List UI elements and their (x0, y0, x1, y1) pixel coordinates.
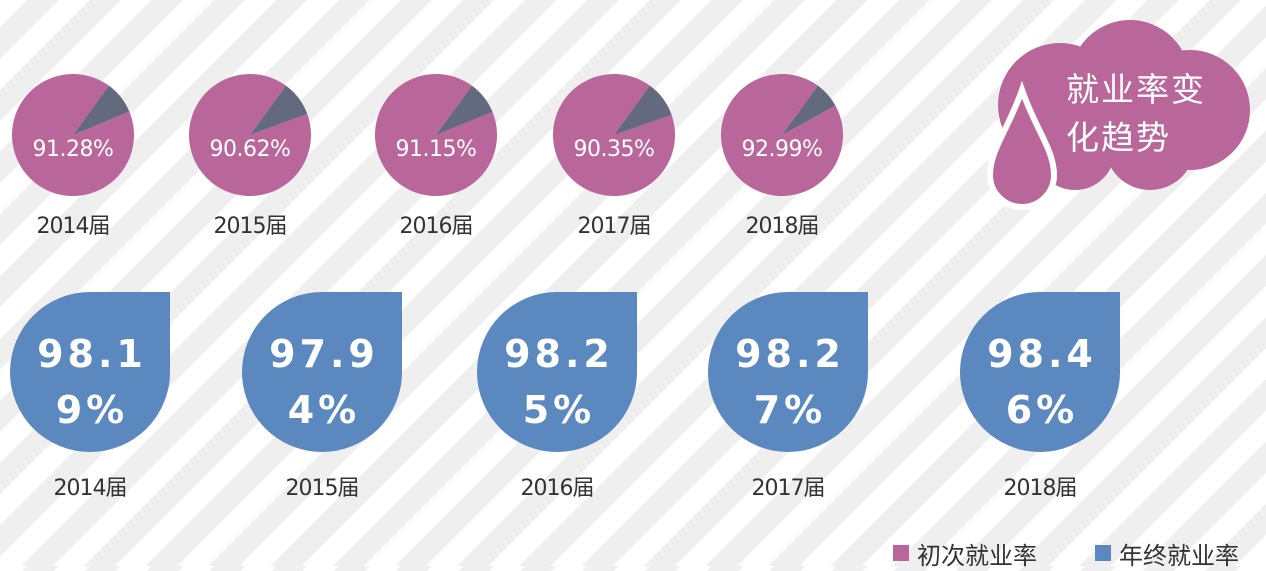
pie-remainder (73, 85, 130, 135)
drop-value-label: 98.19% (37, 332, 147, 432)
pie-slice (374, 73, 497, 196)
category-label: 2014届 (36, 214, 111, 239)
pie-value-label: 90.62% (209, 137, 291, 162)
drop (10, 292, 170, 452)
pie-remainder (250, 85, 308, 135)
pie-remainder (436, 85, 493, 135)
category-label: 2017届 (751, 476, 826, 501)
category-label: 2016届 (399, 214, 474, 239)
category-label: 2016届 (520, 476, 595, 501)
category-label: 2018届 (1003, 476, 1078, 501)
pie-slice (553, 73, 675, 196)
drop (477, 292, 637, 452)
pie-value-label: 90.35% (573, 137, 655, 162)
chart-title: 就业率变化趋势 (1066, 70, 1206, 157)
pie-value-label: 91.28% (32, 137, 114, 162)
category-label: 2015届 (213, 214, 288, 239)
cloud (986, 20, 1250, 210)
pie-slice (11, 73, 134, 196)
pie-slice (720, 73, 843, 196)
pie-value-label: 91.15% (395, 137, 477, 162)
pie-remainder (782, 85, 836, 135)
drop (242, 292, 402, 452)
legend-swatch (893, 545, 909, 561)
pie-value-label: 92.99% (741, 137, 823, 162)
pie-remainder (614, 85, 672, 135)
legend-swatch (1095, 545, 1111, 561)
category-label: 2017届 (577, 214, 652, 239)
drop-value-label: 98.46% (987, 332, 1097, 432)
category-label: 2018届 (745, 214, 820, 239)
category-label: 2015届 (285, 476, 360, 501)
drop (960, 292, 1120, 452)
pie-slice (188, 73, 311, 196)
drop-value-label: 98.25% (504, 332, 614, 432)
legend-label: 年终就业率 (1119, 542, 1239, 570)
drop (708, 292, 868, 452)
legend-label: 初次就业率 (917, 542, 1037, 570)
drop-value-label: 98.27% (735, 332, 845, 432)
drop-value-label: 97.94% (269, 332, 379, 432)
category-label: 2014届 (53, 476, 128, 501)
